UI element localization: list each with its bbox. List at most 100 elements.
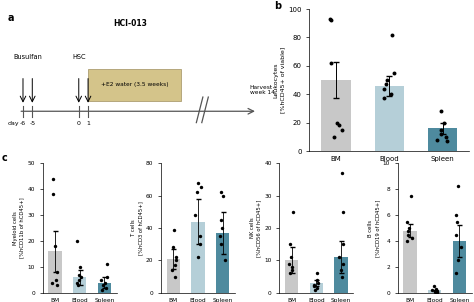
Y-axis label: NK cells
[%hCD56 of hCD45+]: NK cells [%hCD56 of hCD45+] <box>250 199 262 257</box>
Point <box>168 268 175 273</box>
Point <box>288 268 296 273</box>
Point <box>216 234 224 239</box>
Point <box>433 137 441 142</box>
Point <box>197 185 205 190</box>
Point <box>330 134 338 139</box>
Point <box>219 193 227 198</box>
Point <box>311 287 319 292</box>
Point <box>430 284 438 289</box>
Bar <box>98 283 111 293</box>
Point <box>217 242 224 247</box>
Bar <box>374 86 404 151</box>
Point <box>48 280 56 285</box>
Point <box>407 193 415 198</box>
Text: +E2 water (3.5 weeks): +E2 water (3.5 weeks) <box>101 82 168 88</box>
Point <box>286 271 294 276</box>
Point <box>97 278 105 282</box>
Point <box>442 134 450 139</box>
Point <box>286 242 294 247</box>
Point <box>53 283 61 288</box>
Point <box>404 228 411 233</box>
Point <box>404 239 411 243</box>
Bar <box>453 241 466 293</box>
Point <box>454 184 462 189</box>
Text: -5: -5 <box>29 121 36 126</box>
FancyBboxPatch shape <box>88 69 181 101</box>
Point <box>170 227 178 232</box>
Point <box>334 120 341 125</box>
Point <box>51 244 59 249</box>
Point <box>388 32 395 37</box>
Bar <box>73 277 86 293</box>
Point <box>405 232 412 237</box>
Text: a: a <box>8 13 14 23</box>
Point <box>428 288 436 293</box>
Point <box>77 275 85 280</box>
Point <box>444 139 451 143</box>
Text: c: c <box>2 153 8 163</box>
Y-axis label: Leukocytes
[%hCD45+ of viable]: Leukocytes [%hCD45+ of viable] <box>273 47 285 113</box>
Point <box>314 281 322 286</box>
Bar <box>428 128 457 151</box>
Point <box>457 245 465 250</box>
Point <box>338 170 346 175</box>
Point <box>313 278 321 282</box>
Bar <box>48 251 62 293</box>
Point <box>339 209 346 214</box>
Text: HSC: HSC <box>72 54 86 60</box>
Point <box>103 275 111 280</box>
Point <box>383 78 391 82</box>
Point <box>173 258 180 263</box>
Point <box>287 255 294 260</box>
Point <box>431 290 439 295</box>
Point <box>453 232 460 237</box>
Point <box>197 234 204 239</box>
Point <box>454 219 461 224</box>
Point <box>218 217 225 222</box>
Point <box>74 283 82 288</box>
Point <box>339 242 347 247</box>
Point <box>73 239 80 243</box>
Point <box>171 274 179 279</box>
Point <box>328 18 335 23</box>
Bar <box>403 231 417 293</box>
Point <box>196 242 203 247</box>
Point <box>193 190 201 195</box>
Point <box>76 265 83 269</box>
Point <box>100 280 108 285</box>
Point <box>433 289 441 294</box>
Point <box>191 213 199 217</box>
Point <box>335 123 343 128</box>
Bar <box>321 80 351 151</box>
Point <box>391 70 398 75</box>
Y-axis label: T cells
[%hCD3 of hCD45+]: T cells [%hCD3 of hCD45+] <box>131 201 143 255</box>
Point <box>380 86 388 91</box>
Point <box>453 271 460 276</box>
Point <box>437 127 445 132</box>
Point <box>73 280 81 285</box>
Point <box>98 288 106 293</box>
Point <box>338 127 346 132</box>
Point <box>310 284 318 289</box>
Point <box>194 255 202 260</box>
Point <box>218 226 226 230</box>
Point <box>432 287 440 291</box>
Text: Harvest
week 14: Harvest week 14 <box>250 85 274 95</box>
Point <box>437 132 445 137</box>
Point <box>173 255 180 260</box>
Point <box>326 17 334 21</box>
Text: day: day <box>8 121 19 126</box>
Point <box>99 283 107 288</box>
Text: b: b <box>274 1 281 11</box>
Point <box>53 270 60 275</box>
Point <box>169 245 177 250</box>
Text: HCI-013: HCI-013 <box>113 19 147 28</box>
Bar <box>285 260 299 293</box>
Bar <box>166 259 180 293</box>
Point <box>313 271 321 276</box>
Y-axis label: Myeloid cells
[%hCD11b of hCD45+]: Myeloid cells [%hCD11b of hCD45+] <box>13 198 25 259</box>
Point <box>328 61 335 66</box>
Point <box>403 219 411 224</box>
Point <box>335 255 343 260</box>
Y-axis label: B cells
[%hCD19 of hCD45+]: B cells [%hCD19 of hCD45+] <box>368 199 380 257</box>
